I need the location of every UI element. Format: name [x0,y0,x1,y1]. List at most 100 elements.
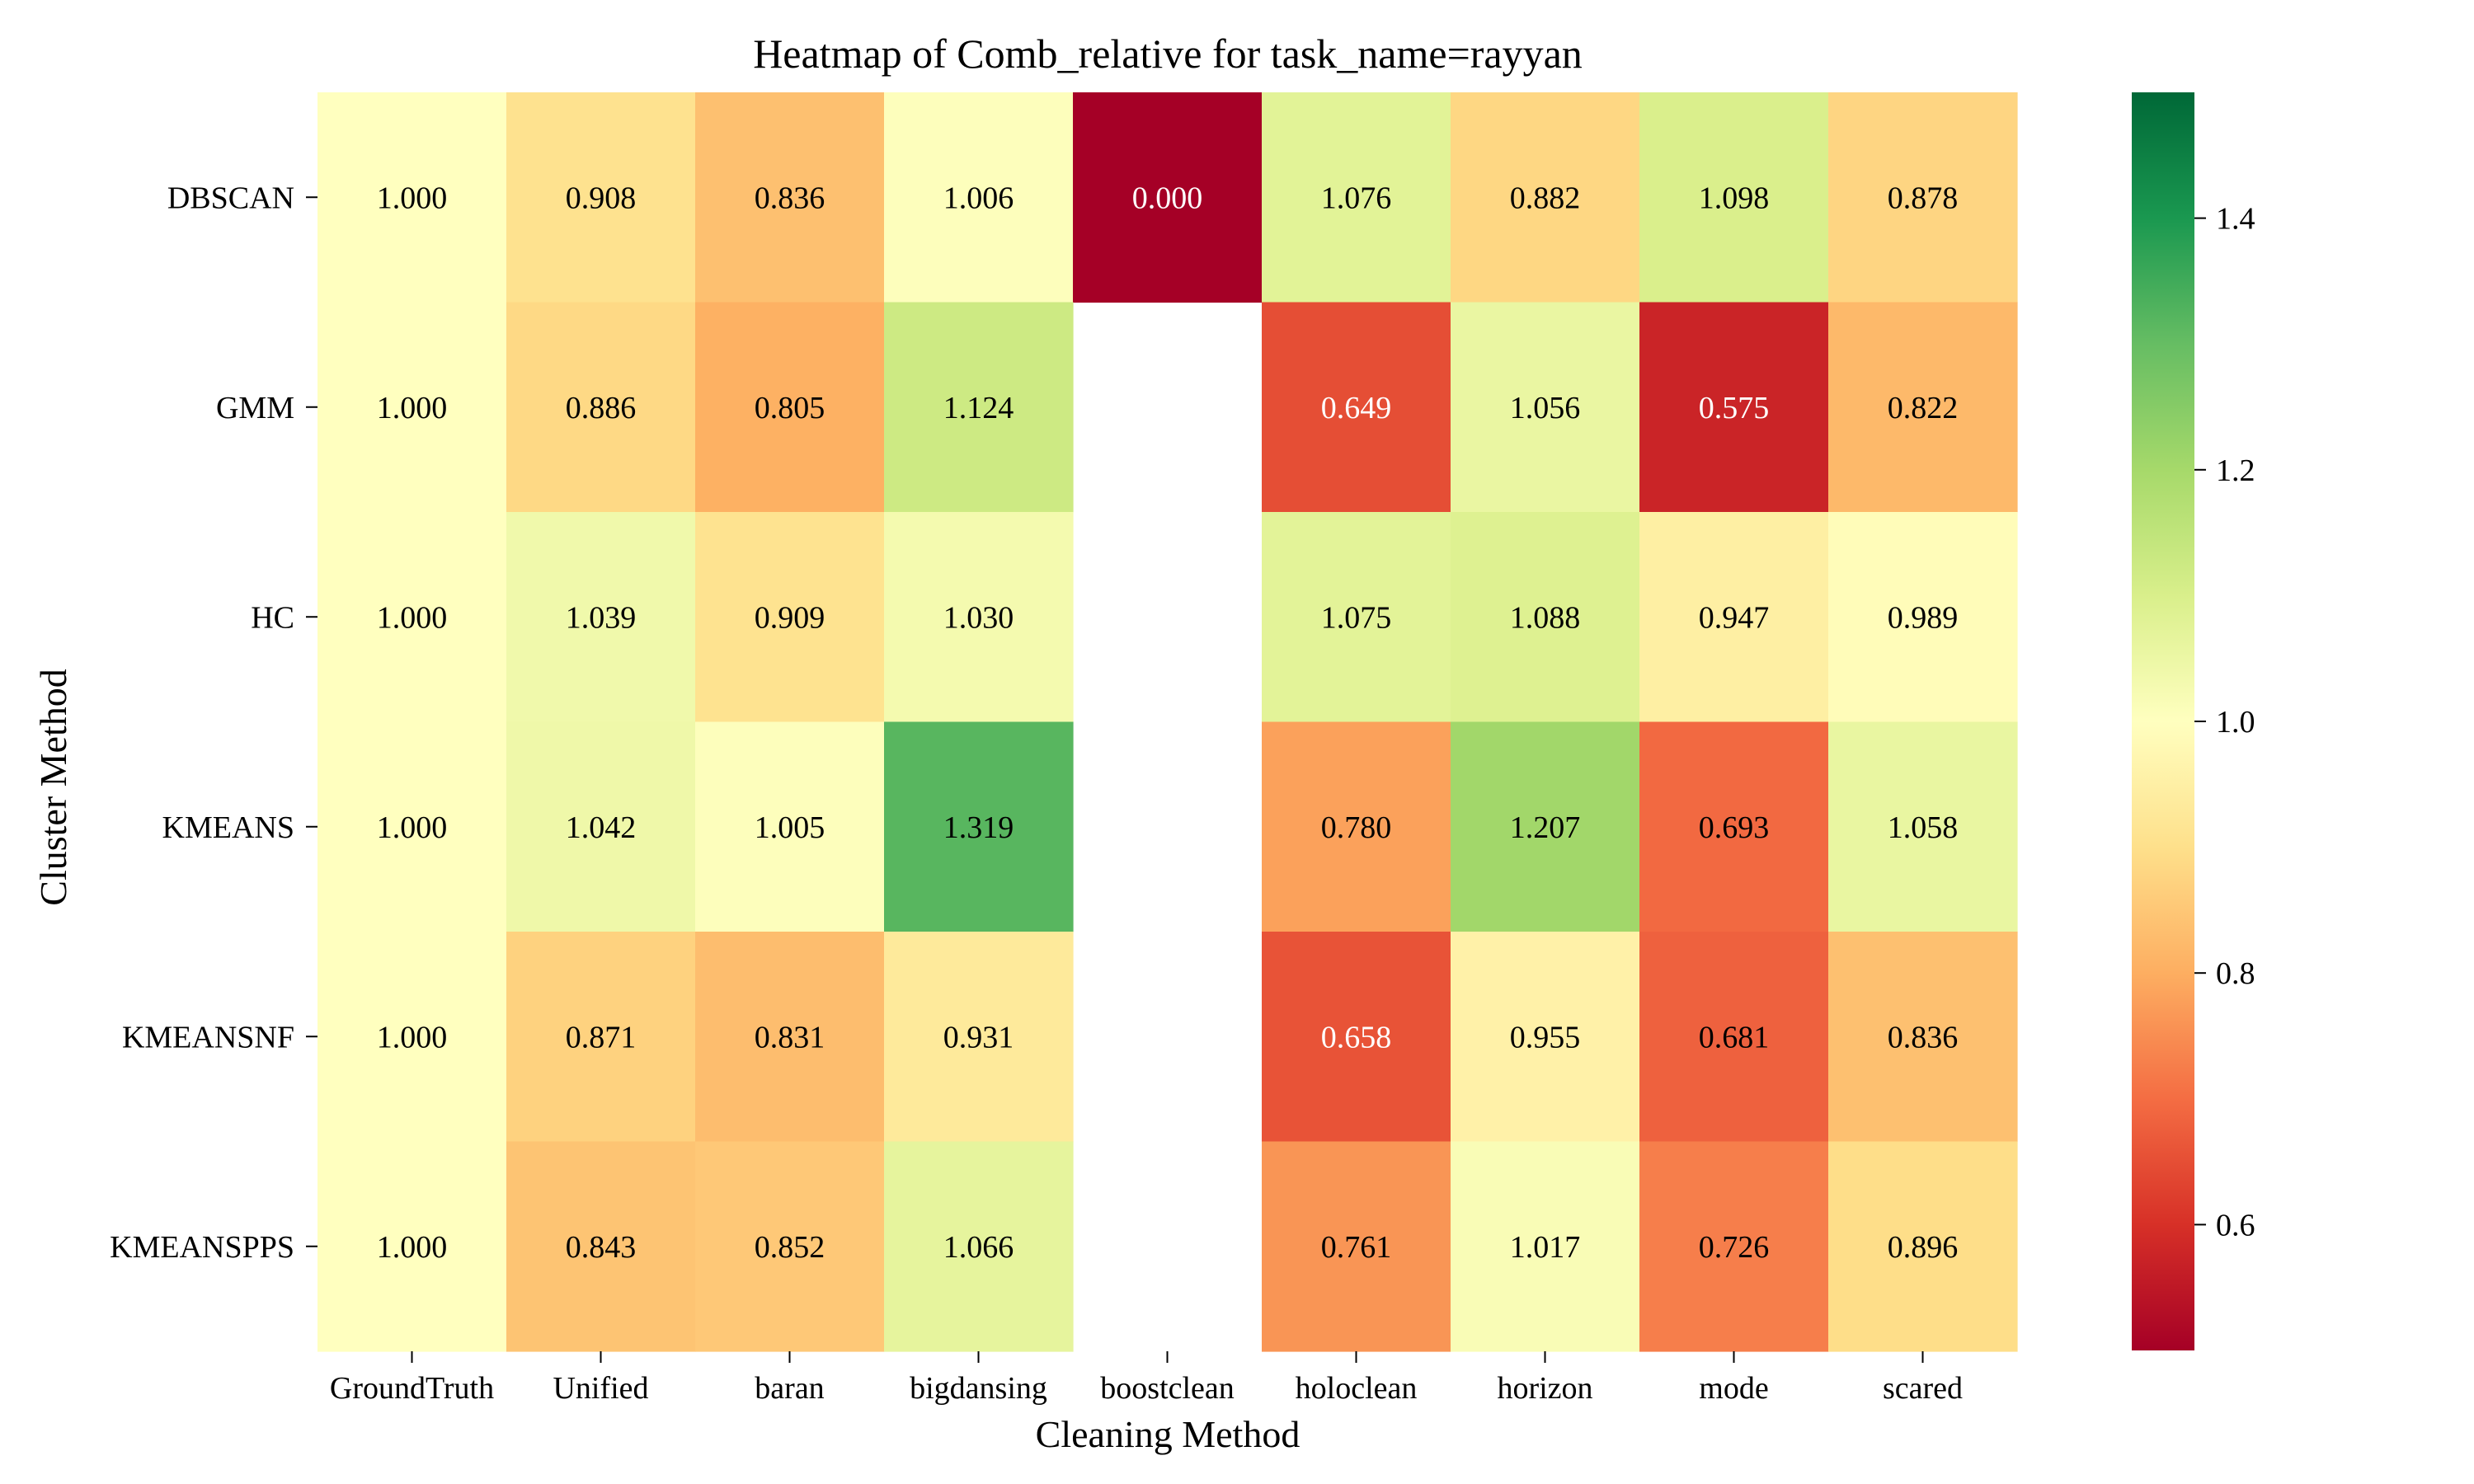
heatmap-cell-value: 0.649 [1321,391,1392,425]
heatmap-cell-value: 0.871 [566,1020,637,1054]
heatmap-cell-value: 0.909 [755,600,825,635]
x-tick-label-horizon: horizon [1497,1371,1592,1406]
heatmap-cell-GMM-Unified [506,302,696,513]
heatmap-cell-value: 1.017 [1510,1230,1581,1265]
heatmap-cell-KMEANSPPS-Unified [506,1141,696,1352]
heatmap-cell-value: 0.658 [1321,1020,1392,1054]
heatmap-cell-DBSCAN-baran [695,92,885,303]
heatmap-cell-value: 0.000 [1132,181,1203,215]
heatmap-cell-value: 0.931 [943,1020,1014,1054]
heatmap-cell-value: 0.896 [1888,1230,1959,1265]
heatmap-cell-KMEANSNF-scared [1828,932,2018,1143]
heatmap-cell-value: 0.908 [566,181,637,215]
heatmap-cell-value: 1.124 [943,391,1014,425]
heatmap-cell-KMEANSNF-GroundTruth [317,932,507,1143]
y-tick-label-KMEANS: KMEANS [162,810,294,845]
colorbar-tick-label: 0.6 [2216,1208,2255,1242]
heatmap-cell-KMEANS-bigdansing [884,721,1074,932]
colorbar-gradient [2132,92,2194,1350]
heatmap-cell-value: 1.319 [943,810,1014,845]
heatmap-cell-HC-GroundTruth [317,512,507,723]
heatmap-cell-value: 0.836 [1888,1020,1959,1054]
heatmap-cell-value: 1.066 [943,1230,1014,1265]
y-tick-label-DBSCAN: DBSCAN [167,181,294,215]
heatmap-cell-GMM-baran [695,302,885,513]
x-tick-label-boostclean: boostclean [1100,1371,1235,1406]
heatmap-cell-value: 0.693 [1699,810,1770,845]
x-tick-label-baran: baran [755,1371,824,1406]
heatmap-cell-value: 1.030 [943,600,1014,635]
heatmap-cell-KMEANS-scared [1828,721,2018,932]
heatmap-cell-value: 1.005 [755,810,825,845]
heatmap-cell-value: 0.989 [1888,600,1959,635]
heatmap-cell-HC-baran [695,512,885,723]
heatmap-cell-value: 0.805 [755,391,825,425]
x-tick-label-scared: scared [1883,1371,1963,1406]
heatmap-cell-value: 0.886 [566,391,637,425]
y-tick-label-KMEANSPPS: KMEANSPPS [110,1230,294,1265]
heatmap-cell-KMEANS-baran [695,721,885,932]
heatmap-cell-value: 0.836 [755,181,825,215]
heatmap-cell-value: 0.852 [755,1230,825,1265]
colorbar-tick-label: 1.2 [2216,453,2255,488]
heatmap-cell-HC-bigdansing [884,512,1074,723]
heatmap-cell-value: 0.843 [566,1230,637,1265]
heatmap-cell-labels: 1.000 0.908 0.836 1.006 0.000 1.076 0.882 1.098… [377,181,1959,1265]
heatmap-cell-KMEANS-Unified [506,721,696,932]
heatmap-cell-GMM-scared [1828,302,2018,513]
heatmap-cell-DBSCAN-mode [1639,92,1829,303]
heatmap-cell-value: 0.761 [1321,1230,1392,1265]
colorbar: 0.6 0.8 1.0 1.2 1.4 [2132,92,2255,1350]
heatmap-cell-value: 0.955 [1510,1020,1581,1054]
colorbar-tick-label: 0.8 [2216,956,2255,991]
heatmap-cell-KMEANSNF-horizon [1451,932,1640,1143]
x-axis-label: Cleaning Method [1036,1413,1300,1455]
heatmap-cell-GMM-horizon [1451,302,1640,513]
x-tick-label-bigdansing: bigdansing [910,1371,1047,1406]
heatmap-cell-value: 0.575 [1699,391,1770,425]
heatmap-cell-KMEANSPPS-scared [1828,1141,2018,1352]
heatmap-cell-KMEANS-holoclean [1262,721,1451,932]
heatmap-cell-KMEANSPPS-baran [695,1141,885,1352]
x-tick-label-holoclean: holoclean [1296,1371,1418,1406]
y-tick-label-HC: HC [251,600,294,635]
heatmap-cell-value: 0.831 [755,1020,825,1054]
heatmap-cell-KMEANSPPS-holoclean [1262,1141,1451,1352]
heatmap-cell-value: 1.000 [377,1020,448,1054]
heatmap-cell-value: 0.878 [1888,181,1959,215]
heatmap-cell-value: 1.000 [377,600,448,635]
heatmap-cell-DBSCAN-scared [1828,92,2018,303]
heatmap-cell-HC-holoclean [1262,512,1451,723]
heatmap-cell-KMEANSNF-baran [695,932,885,1143]
heatmap-cell-KMEANS-mode [1639,721,1829,932]
heatmap-cell-KMEANS-horizon [1451,721,1640,932]
x-tick-label-Unified: Unified [553,1371,648,1406]
heatmap-cell-value: 1.000 [377,1230,448,1265]
heatmap-cell-HC-Unified [506,512,696,723]
x-tick-label-mode: mode [1699,1371,1768,1406]
heatmap-cell-value: 0.947 [1699,600,1770,635]
heatmap-cell-KMEANSPPS-horizon [1451,1141,1640,1352]
heatmap-cell-value: 1.000 [377,810,448,845]
heatmap-cell-value: 0.780 [1321,810,1392,845]
heatmap-cell-DBSCAN-GroundTruth [317,92,507,303]
heatmap-cell-KMEANSPPS-mode [1639,1141,1829,1352]
heatmap-cell-value: 1.039 [566,600,637,635]
heatmap-cell-value: 0.681 [1699,1020,1770,1054]
heatmap-cell-KMEANSPPS-GroundTruth [317,1141,507,1352]
heatmap-cell-DBSCAN-bigdansing [884,92,1074,303]
heatmap-cell-KMEANSNF-Unified [506,932,696,1143]
heatmap-cell-value: 1.042 [566,810,637,845]
heatmap-cell-value: 0.822 [1888,391,1959,425]
heatmap-cell-value: 1.076 [1321,181,1392,215]
colorbar-tick-label: 1.0 [2216,705,2255,740]
heatmap-cell-DBSCAN-holoclean [1262,92,1451,303]
x-axis: GroundTruth Unified baran bigdansing boostcl… [330,1351,1963,1406]
heatmap-cells [317,92,2018,1352]
y-axis-label: Cluster Method [32,669,74,905]
heatmap-cell-KMEANS-GroundTruth [317,721,507,932]
heatmap-cell-HC-mode [1639,512,1829,723]
heatmap-cell-value: 0.882 [1510,181,1581,215]
y-axis: DBSCAN GMM HC KMEANS KMEANSNF KMEANSPPS [110,181,317,1265]
